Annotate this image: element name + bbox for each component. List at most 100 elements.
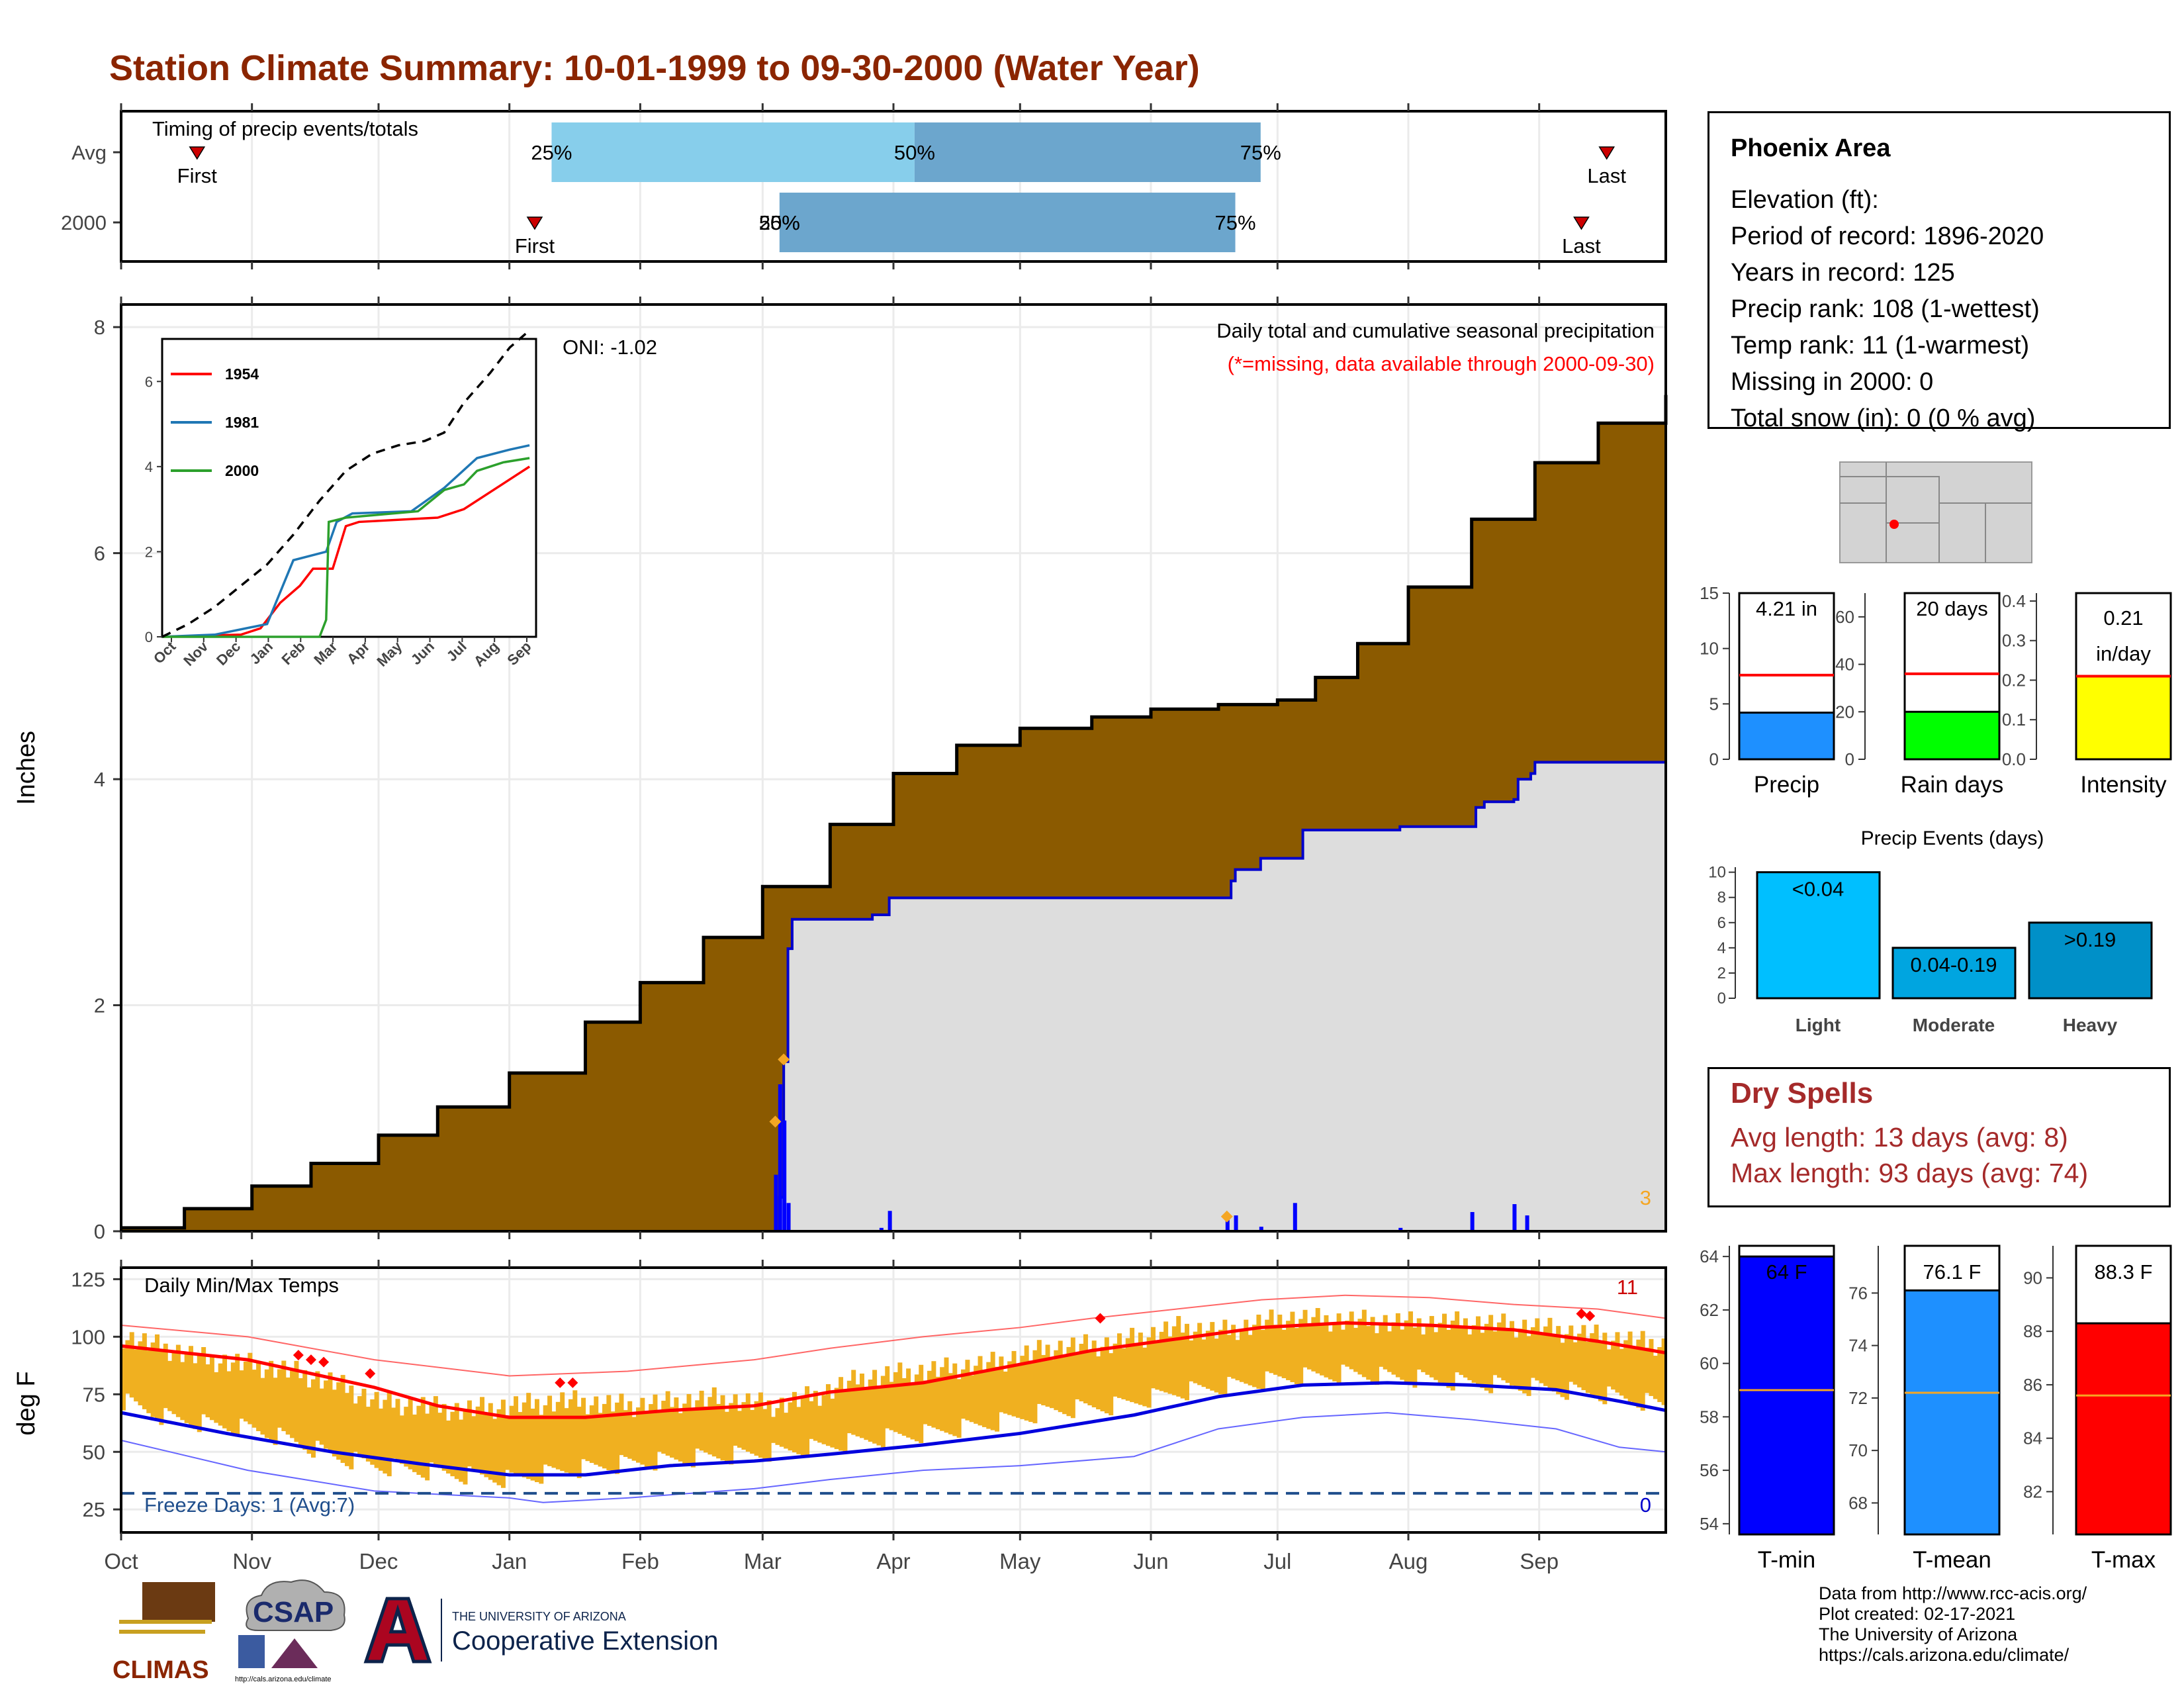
daily-temp-range-bar bbox=[1484, 1323, 1489, 1391]
total-intensity-value-label-2: in/day bbox=[2096, 642, 2151, 665]
timing-last-label-Avg: Last bbox=[1587, 164, 1626, 187]
temp-ylabel: deg F bbox=[13, 1371, 40, 1435]
precip-events-ytick-label-0: 0 bbox=[1717, 990, 1726, 1008]
precip-events-title: Precip Events (days) bbox=[1861, 827, 2044, 849]
total-rain-days-name: Rain days bbox=[1901, 772, 2004, 798]
precip-events-ytick-label-2: 2 bbox=[1717, 964, 1726, 982]
daily-precip-bar-13 bbox=[1525, 1215, 1529, 1231]
daily-temp-range-bar bbox=[704, 1406, 709, 1453]
daily-temp-range-bar bbox=[1345, 1321, 1350, 1367]
daily-temp-range-bar bbox=[1395, 1313, 1400, 1378]
temp-t-mean-ytick-label-70: 70 bbox=[1848, 1440, 1868, 1460]
daily-temp-range-bar bbox=[568, 1399, 573, 1475]
climas-land-icon bbox=[142, 1582, 215, 1622]
daily-temp-range-bar bbox=[640, 1397, 645, 1465]
daily-temp-range-bar bbox=[1130, 1327, 1135, 1403]
daily-temp-range-bar bbox=[762, 1409, 768, 1460]
daily-temp-range-bar bbox=[699, 1390, 704, 1451]
total-rain-days-ytick-label-20: 20 bbox=[1835, 702, 1854, 722]
daily-temp-range-bar bbox=[644, 1413, 649, 1467]
total-rain-days-value-label: 20 days bbox=[1916, 597, 1988, 620]
temp-t-min-ytick-label-62: 62 bbox=[1700, 1300, 1719, 1320]
csap-url-text: http://cals.arizona.edu/climate bbox=[235, 1675, 332, 1683]
precip-events-category-moderate: Moderate bbox=[1913, 1015, 1995, 1035]
inset-ytick-label-4: 4 bbox=[145, 459, 153, 475]
total-intensity-ytick-label-0.2: 0.2 bbox=[2002, 670, 2026, 690]
daily-temp-range-bar bbox=[986, 1362, 991, 1429]
temp-panel-title: Daily Min/Max Temps bbox=[144, 1274, 339, 1297]
cumulative-2000-line bbox=[121, 759, 1667, 1233]
daily-temp-range-bar bbox=[1083, 1334, 1088, 1403]
daily-temp-range-bar bbox=[839, 1377, 844, 1451]
station-snow: Total snow (in): 0 (0 % avg) bbox=[1731, 404, 2036, 432]
daily-temp-range-bar bbox=[1214, 1338, 1219, 1393]
daily-temp-range-bar bbox=[868, 1380, 873, 1442]
daily-temp-range-bar bbox=[999, 1356, 1004, 1413]
daily-temp-range-bar bbox=[416, 1405, 422, 1476]
precip-events-value-label-light: <0.04 bbox=[1792, 878, 1844, 901]
daily-temp-range-bar bbox=[454, 1403, 459, 1479]
daily-temp-range-bar bbox=[555, 1401, 561, 1470]
daily-temp-range-bar bbox=[716, 1403, 721, 1459]
temp-t-max-ytick-label-84: 84 bbox=[2023, 1429, 2042, 1448]
daily-temp-range-bar bbox=[830, 1398, 835, 1448]
precip-panel-title: Daily total and cumulative seasonal prec… bbox=[1216, 319, 1655, 342]
inset-ytick-label-2: 2 bbox=[145, 543, 153, 560]
station-info-box: Phoenix Area Elevation (ft): Period of r… bbox=[1707, 111, 2171, 432]
daily-temp-range-bar bbox=[745, 1393, 751, 1452]
daily-temp-range-bar bbox=[910, 1384, 915, 1440]
daily-temp-range-bar bbox=[310, 1379, 316, 1458]
daily-temp-range-bar bbox=[864, 1389, 869, 1440]
daily-temp-range-bar bbox=[631, 1417, 637, 1461]
daily-temp-range-bar bbox=[1087, 1350, 1093, 1405]
daily-temp-range-bar bbox=[1290, 1311, 1295, 1382]
total-rain-days-ytick-label-0: 0 bbox=[1845, 749, 1854, 769]
daily-temp-range-bar bbox=[1036, 1340, 1042, 1404]
daily-temp-range-bar bbox=[1623, 1340, 1629, 1399]
month-label-Jun: Jun bbox=[1133, 1549, 1168, 1573]
temp-t-max-bar bbox=[2075, 1322, 2172, 1536]
daily-temp-range-bar bbox=[201, 1347, 206, 1415]
daily-temp-range-bar bbox=[1370, 1317, 1375, 1383]
daily-temp-range-bar bbox=[539, 1415, 544, 1484]
daily-temp-range-bar bbox=[1556, 1326, 1561, 1395]
daily-temp-range-bar bbox=[492, 1419, 498, 1483]
daily-temp-range-bar bbox=[459, 1419, 464, 1482]
daily-temp-range-bar bbox=[370, 1399, 375, 1465]
daily-temp-range-bar bbox=[260, 1378, 265, 1435]
daily-temp-range-bar bbox=[834, 1387, 839, 1450]
precip-ytick-label-0: 0 bbox=[94, 1220, 105, 1243]
daily-temp-range-bar bbox=[1079, 1344, 1084, 1401]
daily-temp-range-bar bbox=[1167, 1336, 1173, 1394]
csap-logo: CSAP http://cals.arizona.edu/climate bbox=[235, 1579, 345, 1683]
daily-temp-range-bar bbox=[1269, 1309, 1274, 1374]
daily-temp-range-bar bbox=[1564, 1334, 1569, 1400]
timing-row-label-Avg: Avg bbox=[71, 141, 107, 164]
timing-bar-q50-q75-Avg bbox=[914, 122, 1261, 182]
daily-temp-range-bar bbox=[1602, 1333, 1608, 1405]
daily-temp-range-bar bbox=[606, 1395, 612, 1471]
daily-temp-range-bar bbox=[1425, 1325, 1430, 1375]
daily-temp-range-bar bbox=[1176, 1316, 1181, 1397]
precip-event-marker-1 bbox=[778, 1053, 790, 1066]
daily-temp-range-bar bbox=[1492, 1331, 1498, 1376]
daily-temp-range-bar bbox=[395, 1399, 400, 1462]
daily-temp-range-bar bbox=[404, 1407, 409, 1467]
daily-temp-range-bar bbox=[1235, 1340, 1240, 1381]
daily-temp-range-bar bbox=[872, 1370, 878, 1444]
daily-temp-range-bar bbox=[514, 1396, 519, 1474]
daily-temp-range-bar bbox=[1446, 1329, 1451, 1388]
record-heat-marker-6 bbox=[1095, 1313, 1106, 1324]
daily-temp-range-bar bbox=[737, 1411, 743, 1448]
daily-temp-range-bar bbox=[1185, 1323, 1189, 1401]
timing-label-75-Avg: 75% bbox=[1240, 141, 1281, 164]
daily-temp-range-bar bbox=[610, 1411, 615, 1472]
daily-temp-range-bar bbox=[825, 1384, 831, 1446]
month-label-Feb: Feb bbox=[621, 1549, 659, 1573]
precip-event-marker-0 bbox=[769, 1115, 782, 1128]
timing-label-25-Avg: 25% bbox=[531, 141, 572, 164]
total-intensity-ytick-label-0.3: 0.3 bbox=[2002, 631, 2026, 651]
record-heat-marker-5 bbox=[567, 1377, 578, 1388]
daily-temp-range-bar bbox=[1125, 1338, 1130, 1401]
